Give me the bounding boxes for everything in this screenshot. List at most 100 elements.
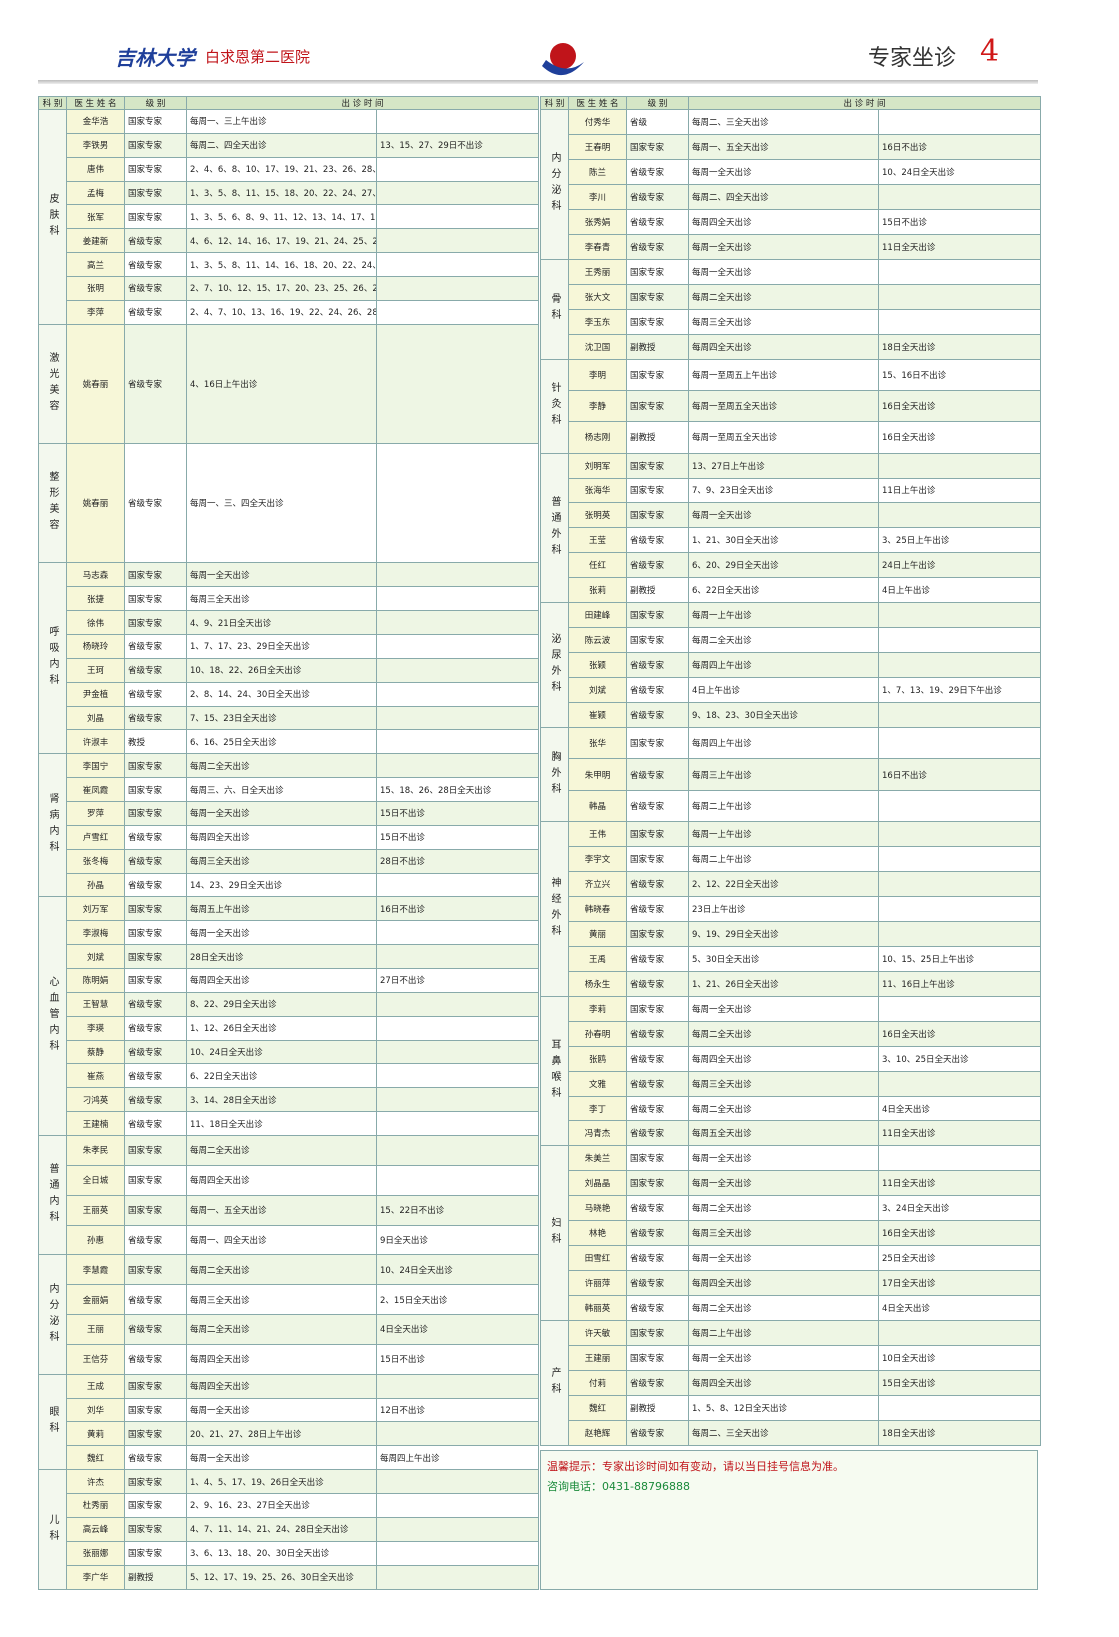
note — [877, 1394, 1042, 1421]
doctor-row: 儿科 许杰 国家专家 1、4、5、17、19、26日全天出诊 — [38, 1469, 540, 1590]
schedule: 每周二全天出诊 — [688, 1195, 879, 1222]
note — [375, 1540, 540, 1566]
doctor-row: 王建楠 省级专家 11、18日全天出诊 — [39, 1111, 540, 1137]
schedule: 每周四全天出诊 — [186, 1164, 377, 1196]
schedule: 每周一全天出诊 — [688, 258, 879, 285]
header-row: 科 别医 生 姓 名级 别出 诊 时 间 — [540, 96, 1042, 110]
doctor-row: 杨永生 省级专家 1、21、26日全天出诊 11、16日上午出诊 — [541, 970, 1042, 997]
doctor-row: 姜建新省级专家4、6、12、14、16、17、19、21、24、25、27、29… — [39, 228, 540, 254]
level: 省级专家 — [626, 702, 689, 729]
doctor-row: 耳鼻喉科 李莉 国家专家 每周一全天出诊 — [540, 995, 1042, 1147]
note: 16日不出诊 — [877, 133, 1042, 160]
doctor-name: 张华 — [568, 727, 627, 760]
doctor-name: 高兰 — [66, 252, 125, 278]
doctor-name: 李莉 — [568, 995, 627, 1022]
level: 国家专家 — [626, 477, 689, 504]
level: 国家专家 — [124, 896, 187, 922]
schedule: 每周一全天出诊 — [688, 158, 879, 185]
schedule: 每周二全天出诊 — [186, 753, 377, 779]
level: 省级专家 — [626, 208, 689, 235]
level: 省级专家 — [124, 323, 187, 445]
note: 28日不出诊 — [375, 848, 540, 874]
doctor-name: 高云峰 — [66, 1516, 125, 1542]
doctor-name: 李明 — [568, 358, 627, 391]
level: 省级专家 — [124, 1087, 187, 1113]
doctor-name: 李铁男 — [66, 132, 125, 158]
doctor-row: 齐立兴 省级专家 2、12、22日全天出诊 — [541, 870, 1042, 897]
doctor-row: 马晓艳 省级专家 每周二全天出诊 3、24日全天出诊 — [541, 1195, 1042, 1222]
doctor-name: 张丽娜 — [66, 1540, 125, 1566]
note — [375, 562, 540, 588]
note — [877, 183, 1042, 210]
doctor-row: 张大文 国家专家 每周二全天出诊 — [541, 283, 1042, 310]
note — [375, 1164, 540, 1196]
note: 17日全天出诊 — [877, 1270, 1042, 1297]
note: 4日全天出诊 — [877, 1095, 1042, 1122]
department: 整形美容 — [38, 443, 67, 564]
schedule: 7、9、23日全天出诊 — [688, 477, 879, 504]
note — [877, 452, 1042, 479]
level: 国家专家 — [124, 753, 187, 779]
doctor-row: 孟梅国家专家1、3、5、8、11、15、18、20、22、24、27、29日全天… — [39, 180, 540, 206]
level: 省级专家 — [124, 681, 187, 707]
doctor-name: 陈兰 — [568, 158, 627, 185]
schedule: 每周四全天出诊 — [186, 968, 377, 993]
logo — [542, 43, 584, 76]
doctor-name: 王莹 — [568, 527, 627, 554]
schedule: 每周二、三全天出诊 — [688, 1419, 879, 1447]
level: 省级专家 — [626, 677, 689, 704]
note — [375, 920, 540, 946]
doctor-row: 针灸科 李明 国家专家 每周一至周五上午出诊 15、16日不出诊 — [540, 358, 1042, 454]
doctor-name: 唐伟 — [66, 156, 125, 182]
department: 产科 — [540, 1320, 569, 1446]
note — [375, 681, 540, 707]
note — [877, 1320, 1042, 1347]
schedule: 2、4、7、10、13、16、19、22、24、26、28、30日全天出诊 — [186, 299, 377, 325]
note: 24日上午出诊 — [877, 552, 1042, 579]
note: 10、15、25日上午出诊 — [877, 945, 1042, 972]
note: 15日全天出诊 — [877, 1370, 1042, 1396]
schedule: 每周一至周五全天出诊 — [688, 389, 879, 423]
note — [877, 1070, 1042, 1097]
schedule: 每周一至周五全天出诊 — [688, 421, 879, 454]
level: 省级专家 — [626, 895, 689, 922]
doctor-row: 魏红 省级专家 每周一全天出诊 每周四上午出诊 — [39, 1445, 540, 1471]
doctor-name: 朱美兰 — [568, 1145, 627, 1172]
doctor-row: 孙惠 省级专家 每周一、四全天出诊 9日全天出诊 — [39, 1224, 540, 1256]
level: 省级专家 — [626, 945, 689, 972]
note: 每周四上午出诊 — [375, 1445, 540, 1471]
note: 15日不出诊 — [877, 208, 1042, 235]
note — [877, 995, 1042, 1022]
doctor-row: 韩晓春 省级专家 23日上午出诊 — [541, 895, 1042, 922]
doctor-name: 李春青 — [568, 233, 627, 260]
schedule: 每周一、四全天出诊 — [186, 1224, 377, 1256]
doctor-row: 眼科 王成 国家专家 每周四全天出诊 — [38, 1373, 540, 1471]
note — [375, 586, 540, 612]
note — [877, 870, 1042, 897]
doctor-name: 卢雪红 — [66, 824, 125, 850]
schedule: 1、7、17、23、29日全天出诊 — [186, 634, 377, 659]
doctor-row: 张鸥 省级专家 每周四全天出诊 3、10、25日全天出诊 — [541, 1045, 1042, 1072]
schedule: 每周二全天出诊 — [688, 627, 879, 654]
level: 国家专家 — [124, 586, 187, 612]
schedule: 3、14、28日全天出诊 — [186, 1087, 377, 1113]
schedule: 每周一全天出诊 — [688, 1145, 879, 1172]
doctor-name: 王珂 — [66, 657, 125, 683]
note: 3、24日全天出诊 — [877, 1195, 1042, 1222]
schedule: 每周二、四全天出诊 — [186, 132, 377, 158]
doctor-name: 马晓艳 — [568, 1195, 627, 1222]
doctor-name: 韩丽英 — [568, 1295, 627, 1322]
doctor-row: 王春明 国家专家 每周一、五全天出诊 16日不出诊 — [541, 133, 1042, 160]
doctor-row: 李瑛 省级专家 1、12、26日全天出诊 — [39, 1015, 540, 1041]
doctor-row: 普通内科 朱孝民 国家专家 每周二全天出诊 — [38, 1135, 540, 1256]
level: 省级专家 — [124, 228, 187, 254]
level: 省级专家 — [124, 1039, 187, 1065]
level: 国家专家 — [626, 258, 689, 285]
doctor-row: 高兰省级专家1、3、5、8、11、14、16、18、20、22、24、26日全天… — [39, 252, 540, 278]
doctor-name: 张海华 — [568, 477, 627, 504]
level: 省级专家 — [626, 1370, 689, 1396]
doctor-row: 任红 省级专家 6、20、29日全天出诊 24日上午出诊 — [541, 552, 1042, 579]
level: 国家专家 — [124, 204, 187, 230]
schedule: 1、12、26日全天出诊 — [186, 1015, 377, 1041]
schedule: 每周四全天出诊 — [688, 333, 879, 360]
